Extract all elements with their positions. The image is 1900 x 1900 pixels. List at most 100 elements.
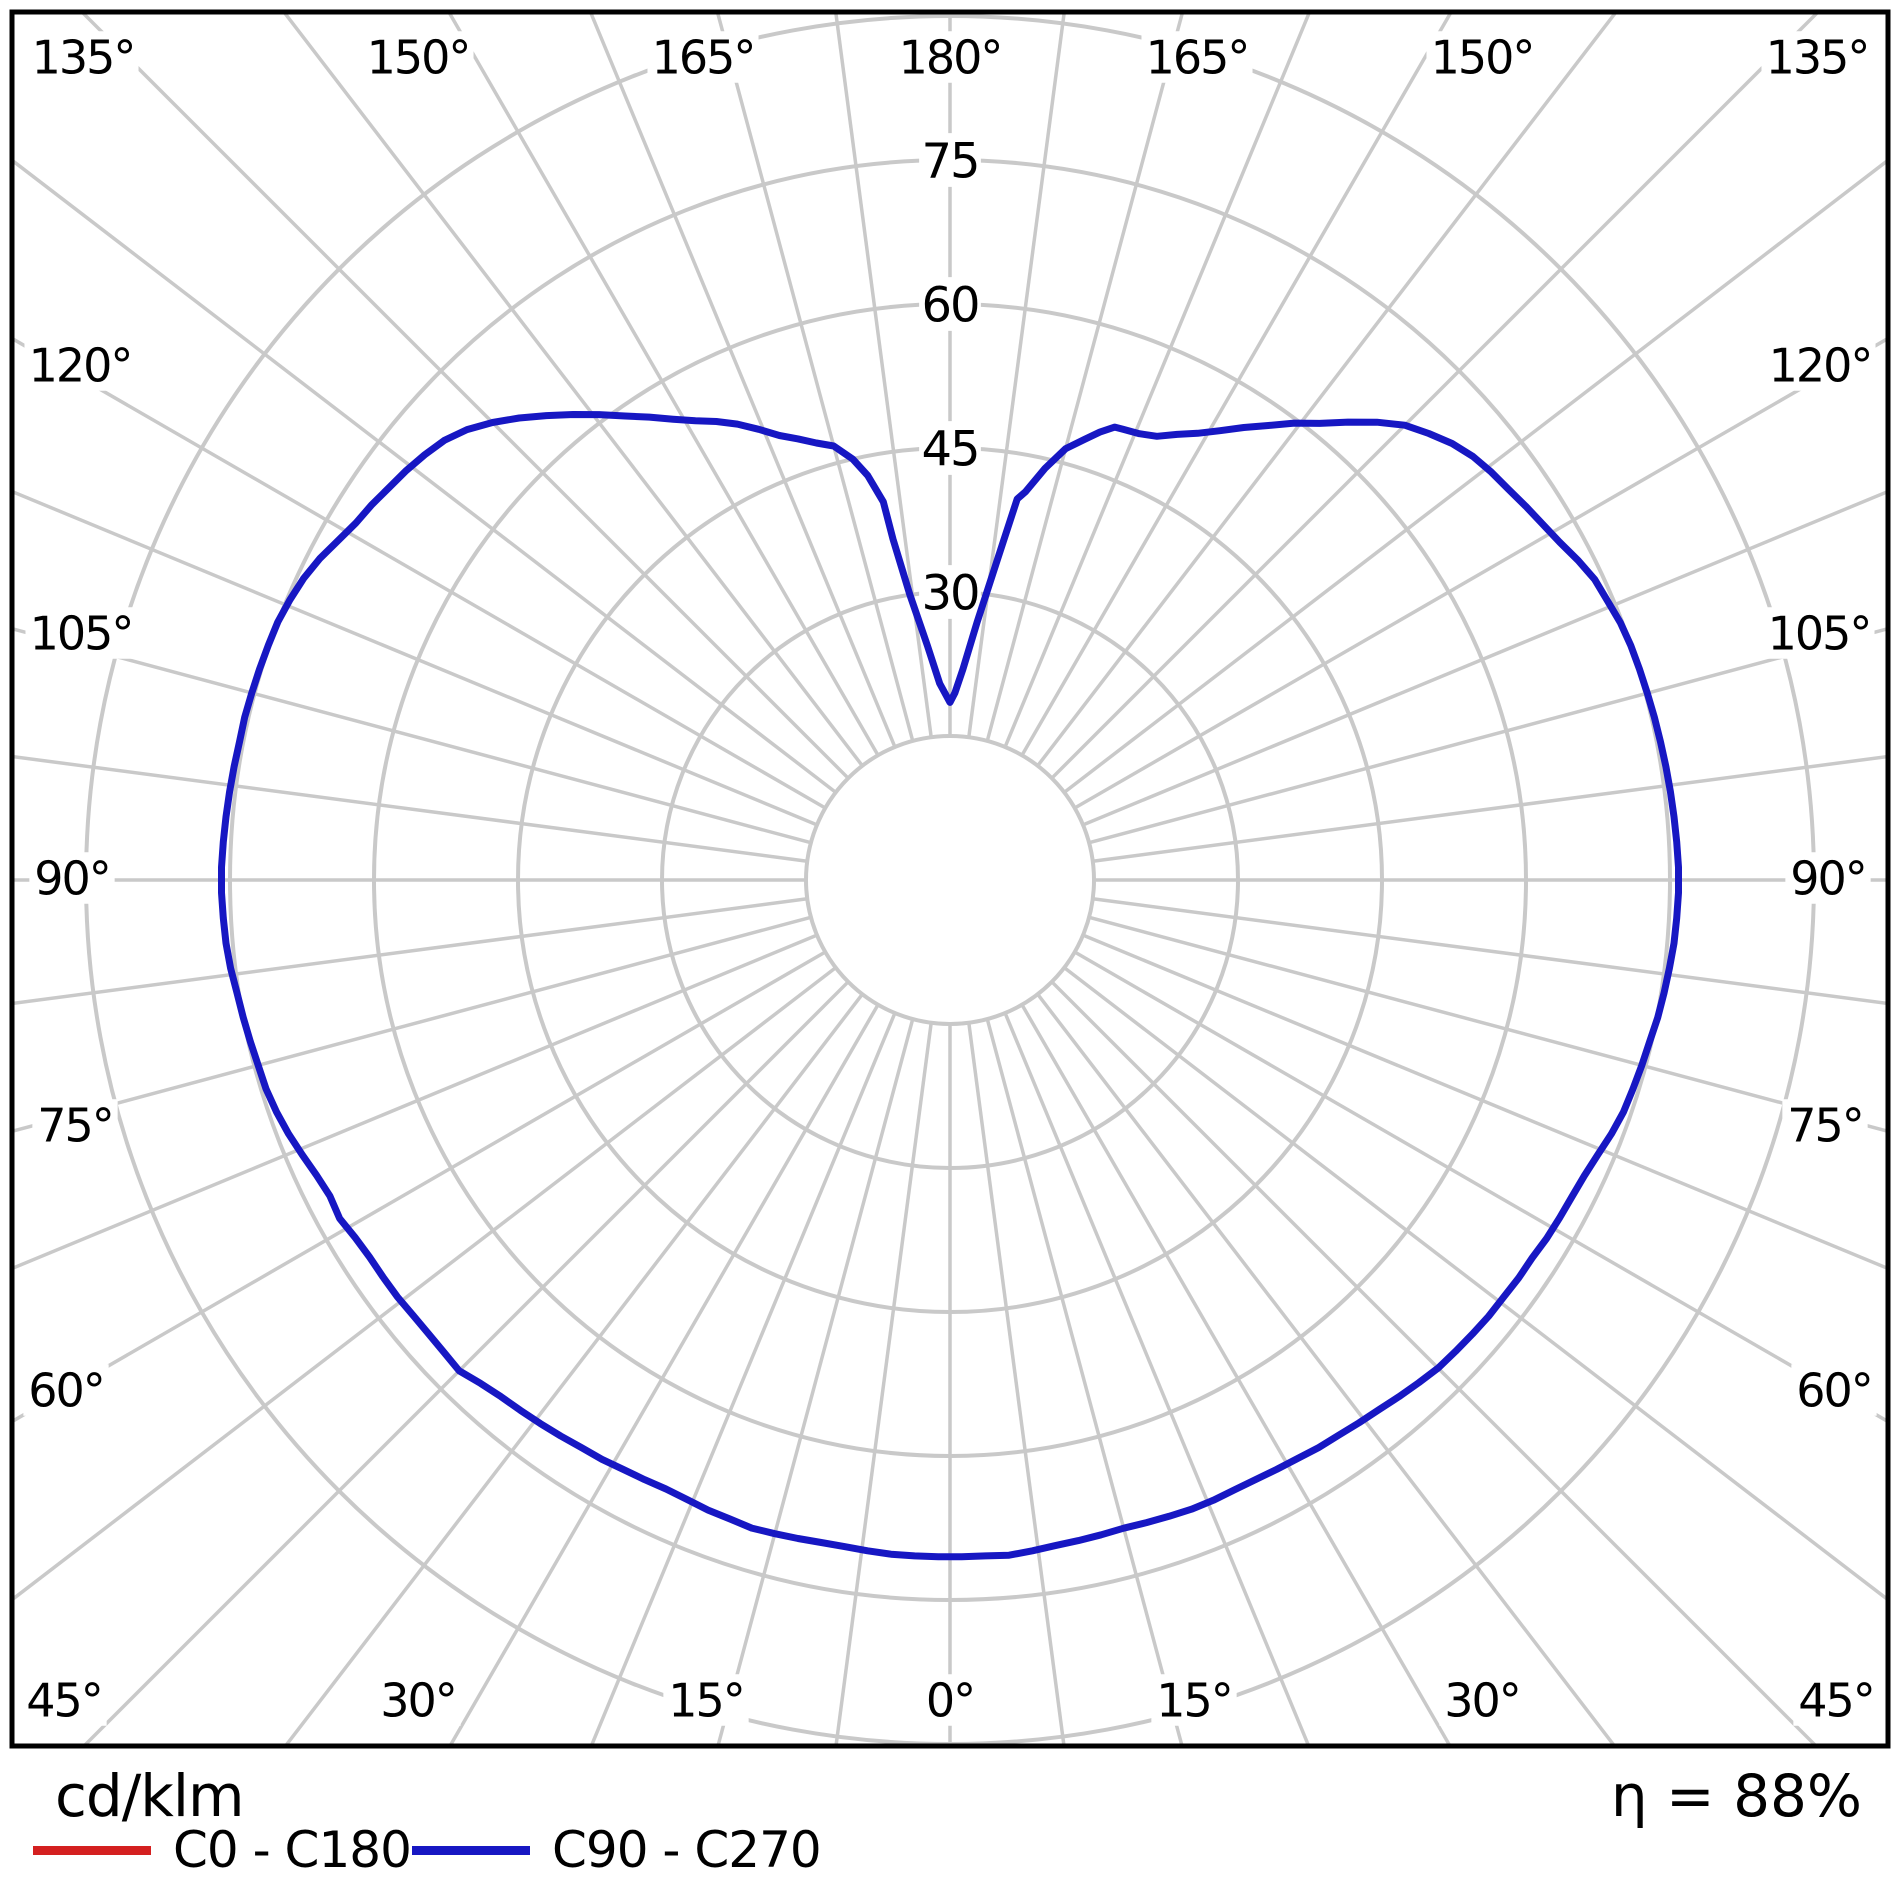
polar-grid-ray — [1092, 754, 1888, 863]
legend-label-c0-c180: C0 - C180 — [173, 1821, 412, 1879]
polar-grid-ray — [1082, 933, 1888, 1271]
angle-label-60deg-bg — [1791, 1364, 1877, 1416]
polar-grid-ray — [447, 1003, 880, 1746]
angle-label-0deg-bg — [920, 1674, 980, 1726]
angle-label-0deg: 0° — [926, 1674, 974, 1728]
angle-label-60deg: 60° — [1796, 1364, 1872, 1418]
legend-line-red-icon — [33, 1845, 151, 1855]
polar-grid-ray — [12, 897, 808, 1006]
polar-grid-ray — [1082, 489, 1888, 827]
angle-label-120deg: 120° — [1769, 339, 1872, 393]
intensity-curve-C90-C270 — [218, 411, 1682, 1561]
polar-grid-circle-15 — [804, 734, 1096, 1026]
efficiency-label: η = 88% — [1610, 1762, 1862, 1830]
polar-grid-ray — [1088, 626, 1888, 845]
polar-grid-ray — [833, 12, 933, 738]
units-label: cd/klm — [55, 1762, 244, 1830]
chart-frame — [9, 9, 1891, 1749]
angle-label-30deg-bg — [1439, 1674, 1525, 1726]
angle-label-120deg-bg — [1764, 339, 1876, 391]
angle-label-165deg: 165° — [1146, 31, 1249, 85]
angle-label-105deg: 105° — [30, 607, 133, 661]
angle-label-135deg: 135° — [1766, 31, 1869, 85]
angle-label-165deg: 165° — [652, 31, 755, 85]
angle-label-120deg: 120° — [29, 339, 132, 393]
angle-label-60deg: 60° — [28, 1364, 104, 1418]
polar-grid-ray — [1063, 158, 1888, 794]
polar-grid-ray — [81, 980, 850, 1746]
angle-label-180deg-bg — [894, 31, 1006, 83]
angle-label-60deg-bg — [23, 1364, 109, 1416]
angle-label-150deg-bg — [362, 31, 474, 83]
angle-label-135deg-bg — [1761, 31, 1873, 83]
angle-label-150deg-bg — [1426, 31, 1538, 83]
polar-grid-ray — [967, 1022, 1066, 1746]
radial-tick-label-30: 30 — [921, 565, 978, 621]
polar-grid-ray — [1036, 993, 1617, 1746]
polar-grid-ray — [1073, 950, 1888, 1424]
angle-label-105deg-bg — [25, 607, 137, 659]
legend-line-blue-icon — [412, 1845, 530, 1855]
angle-label-75deg: 75° — [1787, 1099, 1863, 1153]
angle-label-105deg: 105° — [1768, 607, 1871, 661]
angle-label-135deg-bg — [27, 31, 139, 83]
angle-label-75deg-bg — [1782, 1099, 1868, 1151]
polar-grid-ray — [1050, 980, 1819, 1746]
angle-label-15deg: 15° — [1156, 1674, 1232, 1728]
polar-grid-ray — [985, 1018, 1184, 1746]
radial-tick-label-60: 60 — [921, 277, 978, 333]
polar-grid-ray — [1050, 12, 1821, 780]
polar-grid-ray — [12, 754, 808, 863]
polar-grid-ray — [985, 12, 1185, 742]
angle-label-150deg: 150° — [367, 31, 470, 85]
polar-grid-ray — [716, 1018, 915, 1746]
angle-label-90deg-bg — [29, 852, 115, 904]
polar-grid-ray — [12, 489, 818, 827]
angle-label-105deg-bg — [1763, 607, 1875, 659]
radial-tick-label-45: 45 — [921, 421, 978, 477]
polar-grid-ray — [1003, 12, 1312, 748]
angle-label-90deg-bg — [1785, 852, 1871, 904]
angle-label-180deg: 180° — [899, 31, 1002, 85]
polar-grid-ray — [12, 336, 827, 810]
angle-label-15deg-bg — [663, 1674, 749, 1726]
angle-label-165deg-bg — [647, 31, 759, 83]
polar-grid-ray — [1088, 915, 1888, 1134]
angle-label-75deg: 75° — [37, 1099, 113, 1153]
angle-label-15deg: 15° — [668, 1674, 744, 1728]
radial-tick-label-60-bg — [919, 277, 981, 331]
polar-grid-ray — [1092, 897, 1888, 1006]
polar-grid-ray — [12, 915, 812, 1134]
radial-tick-label-45-bg — [919, 421, 981, 475]
legend-label-c90-c270: C90 - C270 — [552, 1821, 822, 1879]
angle-label-120deg-bg — [24, 339, 136, 391]
polar-grid-ray — [1063, 966, 1888, 1602]
angle-label-150deg: 150° — [1431, 31, 1534, 85]
angle-label-15deg-bg — [1151, 1674, 1237, 1726]
angle-label-30deg: 30° — [380, 1674, 456, 1728]
angle-label-75deg-bg — [32, 1099, 118, 1151]
polar-grid-ray — [588, 12, 897, 748]
polar-grid-ray — [12, 158, 837, 794]
angle-label-45deg-bg — [21, 1674, 107, 1726]
polar-grid-ray — [12, 933, 818, 1271]
polar-grid-ray — [79, 12, 850, 780]
angle-label-90deg: 90° — [34, 852, 110, 906]
polar-grid-ray — [1020, 1003, 1453, 1746]
polar-grid-ray — [12, 966, 837, 1602]
angle-label-90deg: 90° — [1790, 852, 1866, 906]
polar-grid-ray — [1003, 1012, 1311, 1746]
polar-grid-ray — [12, 626, 812, 845]
angle-label-135deg: 135° — [32, 31, 135, 85]
polar-grid-ray — [1073, 336, 1888, 810]
polar-grid-ray — [12, 950, 827, 1424]
polar-grid-ray — [281, 12, 864, 767]
polar-grid-ray — [715, 12, 915, 742]
polar-grid-ray — [834, 1022, 933, 1746]
angle-label-30deg-bg — [375, 1674, 461, 1726]
angle-label-165deg-bg — [1141, 31, 1253, 83]
angle-label-45deg-bg — [1793, 1674, 1879, 1726]
